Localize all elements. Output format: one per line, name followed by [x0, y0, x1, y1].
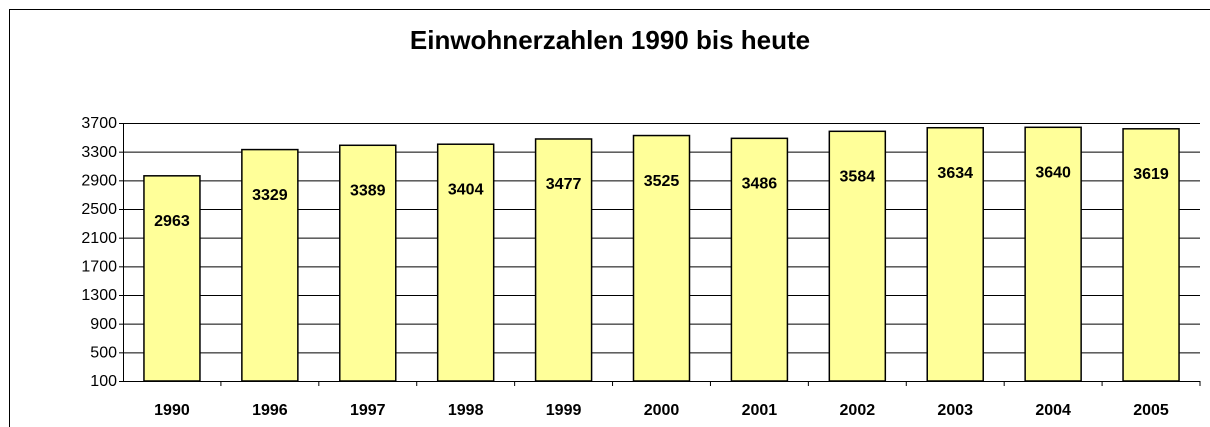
chart-frame	[9, 9, 1210, 427]
bar	[436, 143, 495, 382]
bar	[1024, 126, 1082, 382]
bar	[143, 175, 201, 382]
bar	[241, 148, 299, 382]
x-tick-label: 2002	[840, 402, 876, 419]
bar	[534, 138, 593, 382]
y-tick-label: 1300	[81, 287, 117, 304]
bar	[730, 137, 789, 382]
x-tick-label: 2003	[937, 402, 973, 419]
bar	[339, 144, 397, 382]
x-tick-label: 1996	[252, 402, 288, 419]
x-tick-label: 2004	[1035, 402, 1071, 419]
data-label: 3640	[1035, 165, 1071, 182]
x-tick-label: 2001	[742, 402, 778, 419]
data-label: 3486	[742, 176, 778, 193]
x-tick-label: 2005	[1133, 402, 1169, 419]
y-tick-label: 2100	[81, 230, 117, 247]
x-tick-label: 1990	[154, 402, 190, 419]
x-tick-label: 1998	[448, 402, 484, 419]
x-tick-label: 1997	[350, 402, 386, 419]
y-tick-label: 2900	[81, 173, 117, 190]
data-label: 3634	[937, 165, 973, 182]
y-tick-label: 500	[90, 345, 117, 362]
bar	[632, 134, 691, 382]
x-tick-label: 2000	[644, 402, 680, 419]
y-tick-label: 1700	[81, 259, 117, 276]
y-tick-label: 900	[90, 316, 117, 333]
data-label: 2963	[154, 213, 190, 230]
chart-title: Einwohnerzahlen 1990 bis heute	[410, 25, 810, 55]
x-tick-label: 1999	[546, 402, 582, 419]
y-tick-label: 3700	[81, 115, 117, 132]
data-label: 3525	[644, 173, 680, 190]
bar	[828, 130, 887, 382]
data-label: 3619	[1133, 166, 1169, 183]
data-label: 3389	[350, 183, 386, 200]
data-label: 3477	[546, 176, 582, 193]
bar	[926, 126, 984, 382]
data-label: 3329	[252, 187, 288, 204]
bar	[1122, 128, 1180, 382]
data-label: 3584	[840, 169, 876, 186]
data-label: 3404	[448, 181, 484, 198]
y-tick-label: 3300	[81, 144, 117, 161]
y-tick-label: 2500	[81, 201, 117, 218]
y-tick-label: 100	[90, 373, 117, 390]
